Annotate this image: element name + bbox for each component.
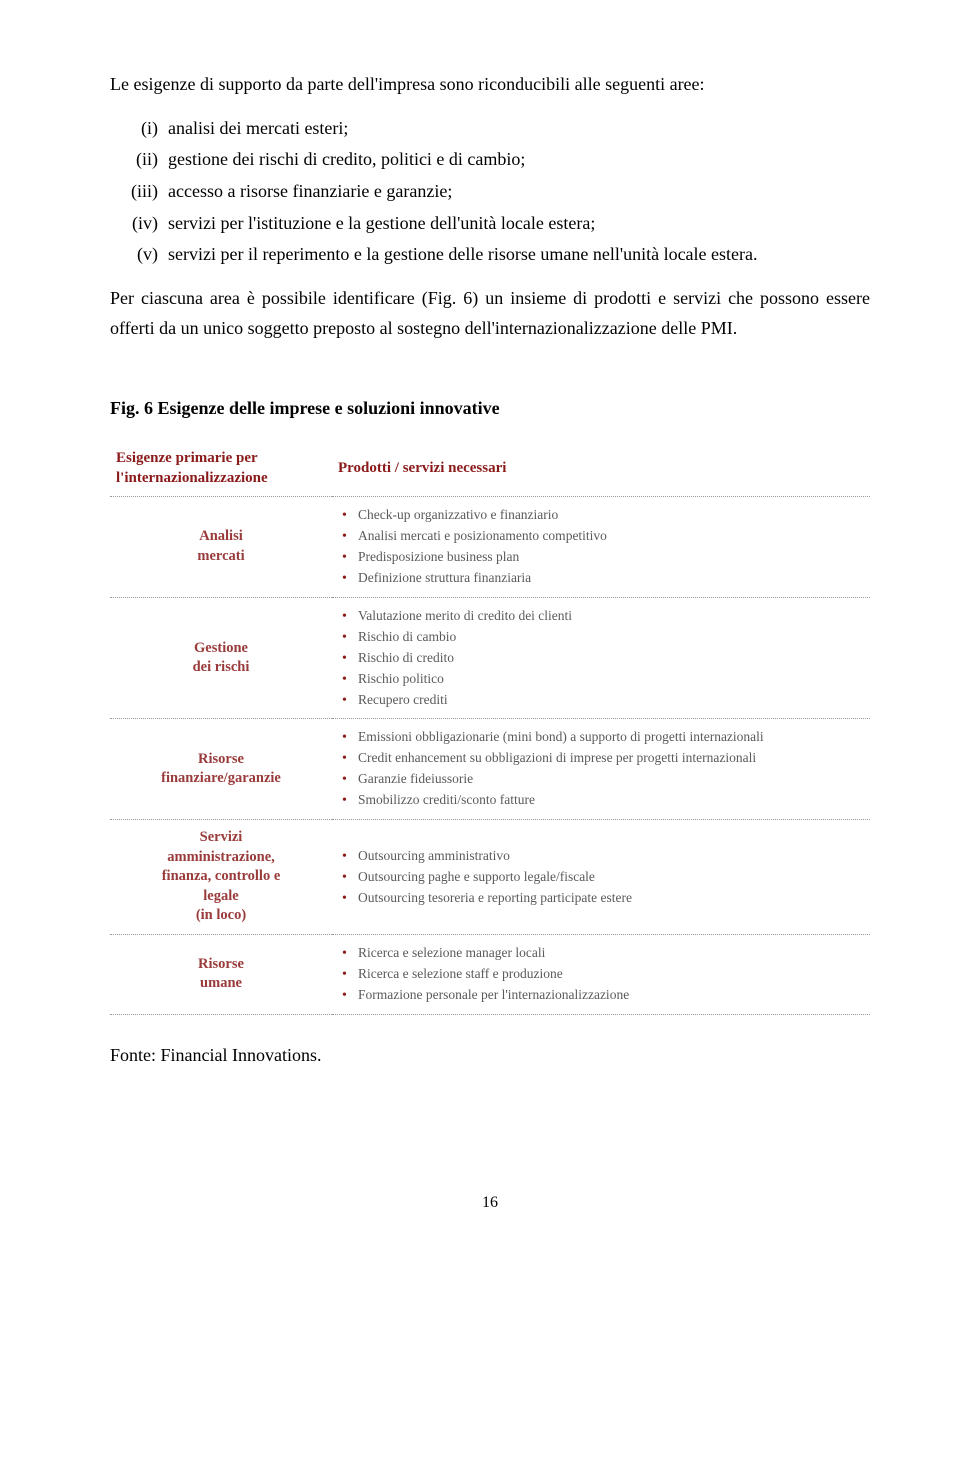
row-products: Valutazione merito di credito dei client… (332, 597, 870, 719)
product-item: Credit enhancement su obbligazioni di im… (342, 748, 864, 769)
row-products: Outsourcing amministrativoOutsourcing pa… (332, 820, 870, 935)
roman-text: accesso a risorse finanziarie e garanzie… (168, 177, 870, 207)
roman-numeral: (ii) (110, 145, 168, 175)
product-item: Rischio di credito (342, 648, 864, 669)
roman-item: (ii)gestione dei rischi di credito, poli… (110, 145, 870, 175)
source-text: Fonte: Financial Innovations. (110, 1041, 870, 1071)
row-products: Check-up organizzativo e finanziarioAnal… (332, 497, 870, 598)
product-item: Outsourcing tesoreria e reporting partic… (342, 888, 864, 909)
row-category: Gestionedei rischi (110, 597, 332, 719)
roman-item: (iv)servizi per l'istituzione e la gesti… (110, 209, 870, 239)
product-item: Analisi mercati e posizionamento competi… (342, 526, 864, 547)
table-header-right: Prodotti / servizi necessari (332, 441, 870, 497)
row-products: Ricerca e selezione manager localiRicerc… (332, 934, 870, 1014)
row-category: Serviziamministrazione,finanza, controll… (110, 820, 332, 935)
roman-item: (v)servizi per il reperimento e la gesti… (110, 240, 870, 270)
row-category: Risorsefinanziare/garanzie (110, 719, 332, 820)
roman-numeral: (i) (110, 114, 168, 144)
table-row: Serviziamministrazione,finanza, controll… (110, 820, 870, 935)
table-row: AnalisimercatiCheck-up organizzativo e f… (110, 497, 870, 598)
product-item: Check-up organizzativo e finanziario (342, 505, 864, 526)
roman-text: gestione dei rischi di credito, politici… (168, 145, 870, 175)
product-item: Valutazione merito di credito dei client… (342, 606, 864, 627)
product-item: Formazione personale per l'internazional… (342, 985, 864, 1006)
roman-item: (iii)accesso a risorse finanziarie e gar… (110, 177, 870, 207)
product-item: Ricerca e selezione manager locali (342, 943, 864, 964)
row-products: Emissioni obbligazionarie (mini bond) a … (332, 719, 870, 820)
roman-item: (i)analisi dei mercati esteri; (110, 114, 870, 144)
product-item: Definizione struttura finanziaria (342, 568, 864, 589)
roman-text: analisi dei mercati esteri; (168, 114, 870, 144)
row-category: Risorseumane (110, 934, 332, 1014)
table-header-row: Esigenze primarie per l'internazionalizz… (110, 441, 870, 497)
product-item: Recupero crediti (342, 690, 864, 711)
roman-numeral: (v) (110, 240, 168, 270)
roman-numeral: (iv) (110, 209, 168, 239)
product-item: Rischio politico (342, 669, 864, 690)
table-row: RisorseumaneRicerca e selezione manager … (110, 934, 870, 1014)
product-item: Smobilizzo crediti/sconto fatture (342, 790, 864, 811)
product-item: Outsourcing paghe e supporto legale/fisc… (342, 867, 864, 888)
product-item: Outsourcing amministrativo (342, 846, 864, 867)
figure-table: Esigenze primarie per l'internazionalizz… (110, 441, 870, 1015)
roman-text: servizi per il reperimento e la gestione… (168, 240, 870, 270)
row-category: Analisimercati (110, 497, 332, 598)
intro-text: Le esigenze di supporto da parte dell'im… (110, 70, 870, 100)
product-item: Predisposizione business plan (342, 547, 864, 568)
product-item: Ricerca e selezione staff e produzione (342, 964, 864, 985)
roman-list: (i)analisi dei mercati esteri;(ii)gestio… (110, 114, 870, 270)
product-item: Rischio di cambio (342, 627, 864, 648)
table-row: Gestionedei rischi Valutazione merito di … (110, 597, 870, 719)
page-number: 16 (110, 1190, 870, 1216)
table-header-left: Esigenze primarie per l'internazionalizz… (110, 441, 332, 497)
figure-title: Fig. 6 Esigenze delle imprese e soluzion… (110, 394, 870, 424)
body-paragraph: Per ciascuna area è possibile identifica… (110, 284, 870, 343)
roman-numeral: (iii) (110, 177, 168, 207)
product-item: Garanzie fideiussorie (342, 769, 864, 790)
table-row: Risorsefinanziare/garanzie Emissioni obbl… (110, 719, 870, 820)
roman-text: servizi per l'istituzione e la gestione … (168, 209, 870, 239)
product-item: Emissioni obbligazionarie (mini bond) a … (342, 727, 864, 748)
